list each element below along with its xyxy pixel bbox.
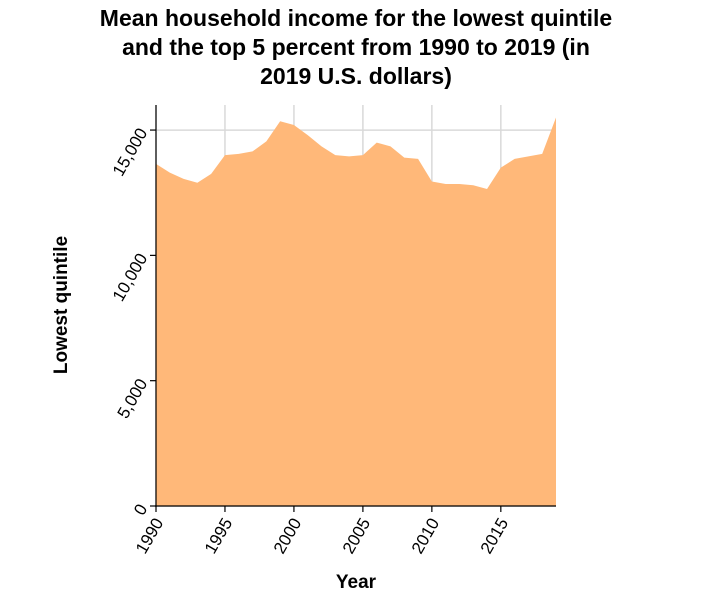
area-series <box>156 117 556 506</box>
chart-title: Mean household income for the lowest qui… <box>0 4 712 91</box>
y-tick-label: 15,000 <box>109 125 151 180</box>
x-tick-label: 1990 <box>132 515 167 557</box>
x-tick-label: 1995 <box>201 515 236 557</box>
x-tick-label: 2005 <box>339 515 374 557</box>
y-tick-label: 0 <box>130 501 151 519</box>
x-tick-label: 2000 <box>270 515 305 557</box>
y-tick-label: 5,000 <box>114 375 152 421</box>
chart-title-line-2: and the top 5 percent from 1990 to 2019 … <box>122 34 590 60</box>
chart-title-line-1: Mean household income for the lowest qui… <box>99 5 613 31</box>
x-tick-label: 2015 <box>477 515 512 557</box>
x-axis-label: Year <box>335 572 377 593</box>
x-tick-label: 2010 <box>408 515 443 557</box>
chart-title-line-3: 2019 U.S. dollars) <box>260 63 452 89</box>
y-tick-label: 10,000 <box>109 250 151 305</box>
